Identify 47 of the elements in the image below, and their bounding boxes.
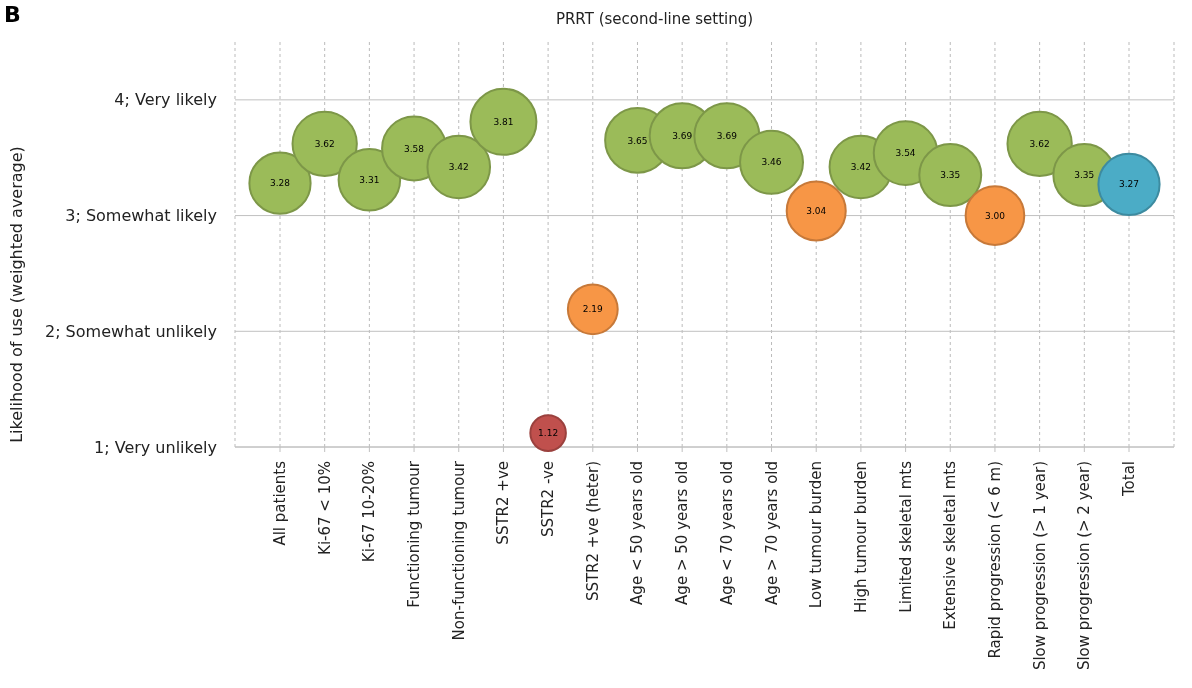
data-label: 3.28	[269, 178, 291, 189]
data-label: 3.62	[1029, 138, 1050, 149]
x-tick-label: Ki-67 10-20%	[360, 461, 379, 563]
x-tick-label: Age < 50 years old	[628, 461, 647, 605]
x-tick-label: Functioning tumour	[405, 460, 424, 608]
data-label: 3.42	[850, 162, 871, 173]
x-tick-label: Rapid progression (< 6 m)	[985, 461, 1004, 659]
data-label: 3.04	[806, 206, 827, 217]
x-tick-label: All patients	[271, 460, 289, 546]
data-label: 3.35	[940, 170, 961, 181]
y-tick-label: 2; Somewhat unlikely	[44, 321, 217, 341]
x-tick-label: Limited skeletal mts	[896, 460, 915, 613]
x-tick-label: SSTR2 +ve (heter)	[583, 461, 602, 602]
x-tick-label: Slow progression (> 1 year)	[1030, 461, 1049, 671]
data-label: 3.65	[627, 135, 648, 146]
chart-title: PRRT (second-line setting)	[555, 10, 754, 28]
data-label: 3.81	[493, 116, 514, 127]
x-tick-label: SSTR2 -ve	[539, 461, 558, 538]
data-label: 3.00	[984, 210, 1006, 221]
text: B	[4, 2, 21, 27]
x-tick-label: Extensive skeletal mts	[941, 460, 960, 630]
x-tick-label: Age < 70 years old	[717, 461, 736, 605]
data-label: 3.42	[448, 162, 469, 173]
data-label: 2.19	[582, 304, 604, 315]
x-tick-label: High tumour burden	[851, 461, 870, 614]
data-label: 3.69	[672, 130, 693, 141]
y-tick-label: 3; Somewhat likely	[65, 206, 217, 226]
data-label: 3.31	[359, 174, 380, 185]
data-label: 3.27	[1118, 179, 1140, 190]
x-tick-label: Total	[1120, 461, 1138, 498]
y-tick-label: 1; Very unlikely	[94, 437, 217, 457]
x-tick-label: Ki-67 < 10%	[315, 461, 334, 555]
x-tick-label: Slow progression (> 2 year)	[1075, 461, 1094, 671]
data-label: 3.58	[404, 143, 425, 154]
data-label: 3.35	[1074, 170, 1095, 181]
data-label: 3.69	[716, 130, 738, 141]
x-tick-label: Age > 70 years old	[762, 461, 781, 605]
x-tick-label: Non-functioning tumour	[449, 460, 468, 641]
x-tick-label: Age > 50 years old	[673, 461, 692, 605]
x-tick-label: Low tumour burden	[807, 461, 826, 609]
y-tick-label: 4; Very likely	[114, 90, 217, 110]
data-label: 1.12	[538, 428, 559, 439]
data-label: 3.54	[895, 148, 916, 159]
data-label: 3.62	[314, 138, 335, 149]
y-axis-title: Likelihood of use (weighted average)	[7, 146, 26, 443]
data-label: 3.46	[761, 157, 782, 168]
x-tick-label: SSTR2 +ve	[494, 461, 513, 545]
